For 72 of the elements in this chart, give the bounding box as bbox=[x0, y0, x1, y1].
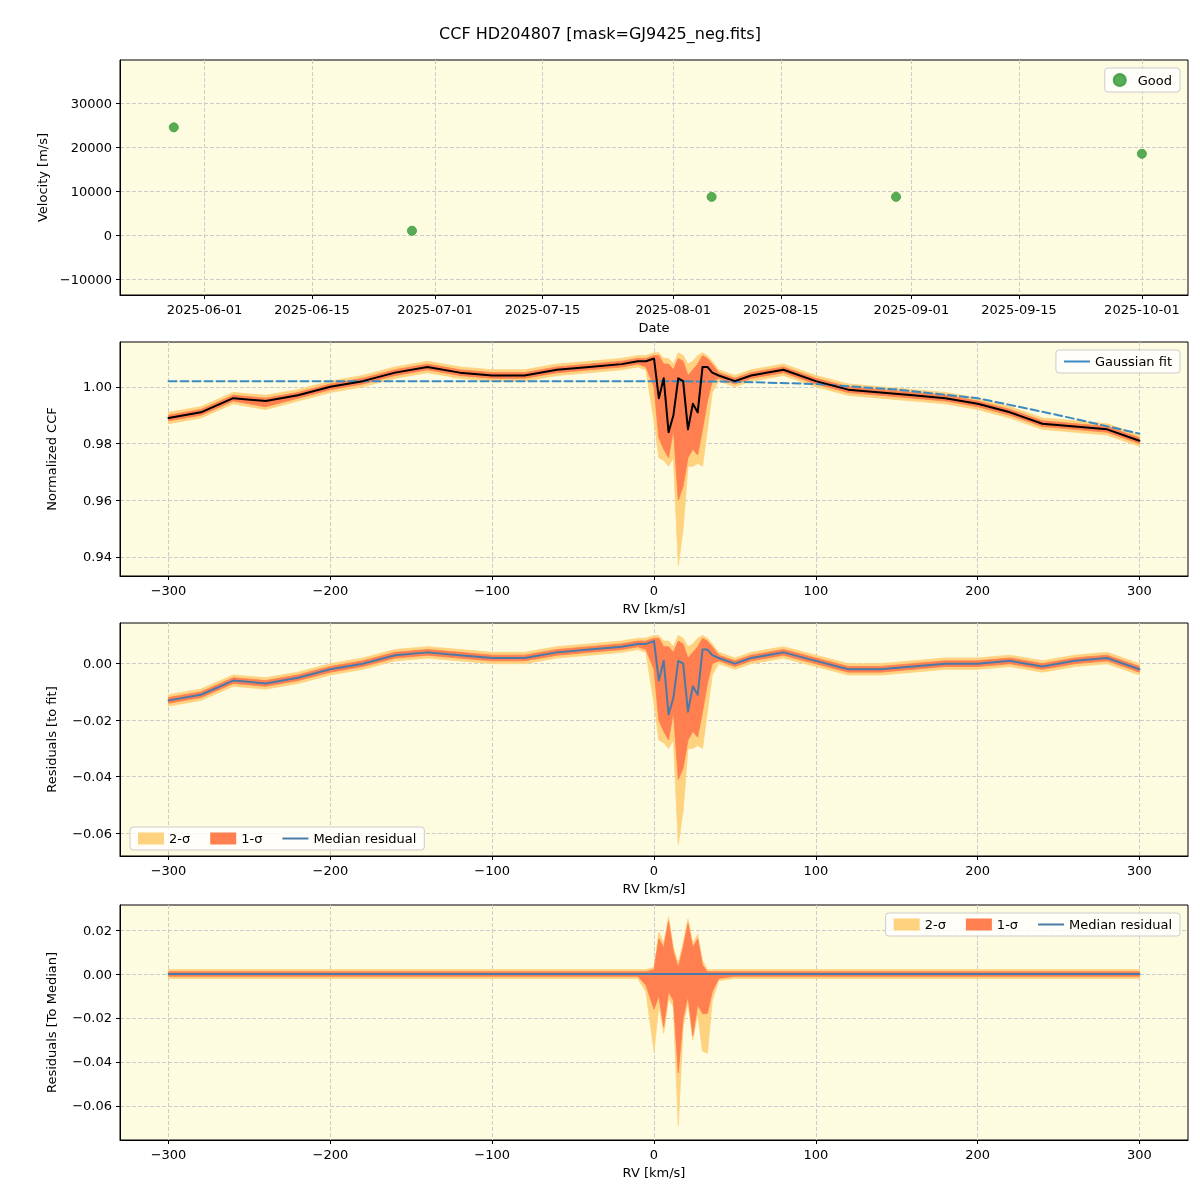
point bbox=[1136, 148, 1147, 159]
x-tick-label: 200 bbox=[965, 583, 991, 598]
y-tick-label: 30000 bbox=[70, 95, 112, 111]
x-tick-label: −300 bbox=[150, 1147, 187, 1162]
x-tick-label: 200 bbox=[965, 1147, 991, 1162]
y-tick-label: 10000 bbox=[70, 183, 112, 199]
x-tick-label: −300 bbox=[150, 863, 187, 878]
y-tick-label: −0.02 bbox=[72, 712, 112, 728]
x-tick-label: −200 bbox=[312, 1147, 349, 1162]
y-tick-label: −0.06 bbox=[72, 825, 112, 841]
point bbox=[168, 122, 179, 133]
x-tick-label: −100 bbox=[474, 863, 511, 878]
x-tick-label: −100 bbox=[474, 583, 511, 598]
x-tick-label: 100 bbox=[803, 1147, 829, 1162]
x-tick-label: 100 bbox=[803, 583, 829, 598]
x-tick-label: −300 bbox=[150, 583, 187, 598]
x-axis-title: RV [km/s] bbox=[622, 1165, 686, 1180]
legend-label: 1-σ bbox=[996, 917, 1019, 932]
y-tick-label: 0.00 bbox=[83, 656, 112, 672]
x-tick-label: 200 bbox=[965, 863, 991, 878]
x-tick-label: 2025-09-01 bbox=[873, 302, 950, 317]
x-tick-label: 300 bbox=[1127, 863, 1152, 878]
y-tick-label: −0.02 bbox=[72, 1010, 112, 1026]
legend-label: 2-σ bbox=[169, 831, 191, 846]
x-tick-label: −200 bbox=[312, 863, 349, 878]
x-tick-label: 2025-06-01 bbox=[166, 302, 243, 317]
legend-label: 2-σ bbox=[924, 917, 946, 932]
y-tick-label: −0.04 bbox=[72, 769, 112, 785]
x-tick-label: 2025-09-15 bbox=[981, 302, 1057, 317]
legend-label: Good bbox=[1137, 72, 1172, 88]
legend-label: Median residual bbox=[313, 831, 417, 846]
x-tick-label: 300 bbox=[1127, 583, 1152, 598]
x-tick-label: 0 bbox=[649, 1147, 659, 1162]
legend-label: Median residual bbox=[1069, 917, 1173, 932]
y-tick-label: 0.00 bbox=[83, 966, 112, 982]
point bbox=[891, 191, 902, 202]
x-tick-label: 2025-07-15 bbox=[504, 302, 581, 317]
y-tick-label: 1.00 bbox=[83, 379, 112, 395]
x-tick-label: −100 bbox=[474, 1147, 511, 1162]
x-tick-label: 0 bbox=[649, 863, 659, 878]
y-tick-label: −0.04 bbox=[72, 1054, 112, 1070]
legend-label: Gaussian fit bbox=[1094, 354, 1172, 369]
y-tick-label: 0.98 bbox=[83, 436, 112, 452]
legend-label: 1-σ bbox=[241, 831, 263, 846]
line-series bbox=[167, 640, 1141, 716]
y-tick-label: 20000 bbox=[70, 139, 112, 155]
x-tick-label: 300 bbox=[1127, 1147, 1152, 1162]
x-tick-label: 2025-08-15 bbox=[743, 302, 819, 317]
x-tick-label: 100 bbox=[803, 863, 829, 878]
chart-title: CCF HD204807 [mask=GJ9425_neg.fits] bbox=[439, 23, 761, 44]
y-tick-label: 0 bbox=[103, 227, 112, 243]
x-axis-title: RV [km/s] bbox=[622, 881, 686, 896]
y-axis-title: Residuals [To Median] bbox=[44, 951, 59, 1094]
x-axis-title: Date bbox=[638, 320, 670, 335]
x-tick-label: 2025-07-01 bbox=[397, 302, 473, 317]
x-tick-label: −200 bbox=[312, 583, 349, 598]
x-tick-label: 2025-10-01 bbox=[1104, 302, 1180, 317]
point bbox=[406, 225, 417, 236]
y-axis-title: Velocity [m/s] bbox=[34, 132, 50, 223]
y-tick-label: 0.96 bbox=[83, 492, 112, 508]
line-series bbox=[167, 380, 1141, 435]
y-axis-title: Normalized CCF bbox=[44, 407, 59, 511]
y-axis-title: Residuals [to fit] bbox=[44, 686, 59, 793]
y-tick-label: 0.94 bbox=[83, 549, 112, 565]
x-tick-label: 2025-06-15 bbox=[274, 302, 350, 317]
y-tick-label: 0.02 bbox=[83, 922, 112, 938]
x-tick-label: 2025-08-01 bbox=[635, 302, 711, 317]
x-tick-label: 0 bbox=[649, 583, 659, 598]
point bbox=[706, 191, 717, 202]
y-tick-label: −0.06 bbox=[72, 1098, 112, 1114]
x-axis-title: RV [km/s] bbox=[622, 601, 686, 616]
y-tick-label: −10000 bbox=[59, 271, 112, 287]
